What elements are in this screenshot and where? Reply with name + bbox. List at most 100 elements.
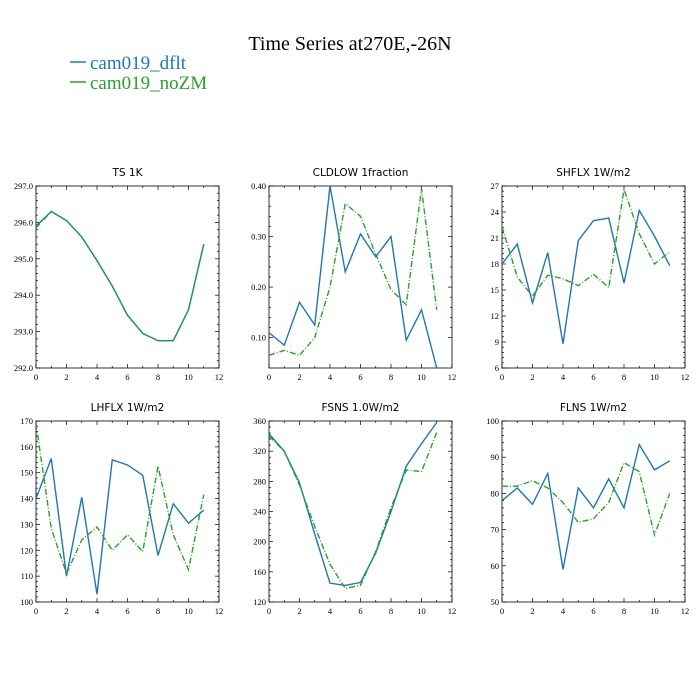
series-line-dflt [269, 422, 438, 587]
x-tick-label: 8 [156, 606, 160, 616]
y-tick-label: 0.40 [251, 181, 266, 191]
x-tick-label: 4 [561, 372, 566, 382]
x-tick-label: 0 [500, 606, 504, 616]
x-tick-label: 8 [389, 606, 393, 616]
x-tick-label: 10 [650, 606, 659, 616]
series-line-noZM [502, 461, 671, 538]
x-tick-label: 2 [530, 372, 534, 382]
axis-frame [501, 420, 686, 603]
y-tick-label: 70 [491, 525, 500, 535]
panel-title: CLDLOW 1fraction [313, 167, 409, 179]
y-tick-label: 292.0 [14, 363, 33, 373]
y-tick-label: 110 [21, 571, 33, 581]
y-tick-label: 120 [20, 545, 33, 555]
y-tick-label: 140 [20, 494, 33, 504]
panel-0: TS 1K 0 2 4 6 8 10 12 292.0 293.0 294.0 295.0 296.0 2… [14, 167, 223, 382]
x-tick-label: 4 [95, 606, 100, 616]
x-tick-label: 12 [681, 372, 690, 382]
y-tick-label: 24 [491, 207, 500, 217]
y-tick-label: 12 [491, 311, 500, 321]
y-tick-label: 240 [253, 507, 266, 517]
axis-frame [268, 420, 453, 603]
series-line-dflt [36, 458, 205, 595]
series-line-noZM [502, 189, 671, 298]
series-line-dflt [502, 208, 671, 344]
y-tick-label: 130 [20, 519, 33, 529]
x-tick-label: 10 [417, 372, 426, 382]
series-line-dflt [502, 442, 671, 570]
x-tick-label: 2 [297, 606, 301, 616]
x-tick-label: 4 [95, 372, 100, 382]
panel-3: LHFLX 1W/m2 0 2 4 6 8 10 12 100 110 120 130 140 150 16… [20, 402, 223, 616]
series-line-noZM [269, 188, 438, 357]
y-tick-label: 100 [486, 416, 499, 426]
y-tick-label: 6 [495, 363, 499, 373]
x-tick-label: 2 [64, 372, 68, 382]
x-tick-label: 10 [650, 372, 659, 382]
panel-title: FLNS 1W/m2 [560, 402, 627, 414]
x-tick-label: 0 [267, 372, 271, 382]
x-tick-label: 2 [64, 606, 68, 616]
y-tick-label: 293.0 [14, 327, 33, 337]
x-tick-label: 12 [681, 606, 690, 616]
x-tick-label: 2 [530, 606, 534, 616]
panel-title: LHFLX 1W/m2 [91, 402, 165, 414]
x-tick-label: 12 [215, 372, 224, 382]
x-tick-label: 8 [622, 606, 626, 616]
axis-frame [35, 420, 220, 603]
panel-5: FLNS 1W/m2 0 2 4 6 8 10 12 50 60 70 80 90 100 [486, 402, 689, 616]
series-line-dflt [269, 186, 438, 368]
y-tick-label: 150 [20, 468, 33, 478]
y-tick-label: 320 [253, 446, 266, 456]
x-tick-label: 0 [34, 606, 38, 616]
y-tick-label: 27 [491, 181, 500, 191]
axis-frame [35, 185, 220, 369]
x-tick-label: 4 [328, 372, 333, 382]
series-line-noZM [36, 210, 205, 342]
y-tick-label: 297.0 [14, 181, 33, 191]
panel-title: SHFLX 1W/m2 [556, 167, 631, 179]
x-tick-label: 12 [448, 606, 457, 616]
x-tick-label: 0 [267, 606, 271, 616]
x-tick-label: 0 [34, 372, 38, 382]
x-tick-label: 12 [215, 606, 224, 616]
x-tick-label: 2 [297, 372, 301, 382]
y-tick-label: 0.10 [251, 333, 266, 343]
y-tick-label: 90 [491, 452, 500, 462]
x-tick-label: 4 [561, 606, 566, 616]
y-tick-label: 200 [253, 537, 266, 547]
x-tick-label: 6 [358, 606, 362, 616]
x-tick-label: 12 [448, 372, 457, 382]
y-tick-label: 295.0 [14, 254, 33, 264]
y-tick-label: 294.0 [14, 290, 33, 300]
x-tick-label: 0 [500, 372, 504, 382]
series-line-noZM [269, 432, 438, 590]
legend-label-dflt: cam019_dflt [90, 53, 187, 74]
y-tick-label: 9 [495, 337, 499, 347]
y-tick-label: 296.0 [14, 217, 33, 227]
legend-label-noZM: cam019_noZM [90, 73, 207, 94]
x-tick-label: 6 [125, 606, 129, 616]
series-line-noZM [36, 423, 205, 576]
y-tick-label: 18 [491, 259, 500, 269]
x-tick-label: 6 [358, 372, 362, 382]
x-tick-label: 8 [622, 372, 626, 382]
y-tick-label: 80 [491, 488, 500, 498]
figure-title: Time Series at270E,-26N [248, 33, 451, 55]
panel-title: TS 1K [112, 167, 144, 179]
y-tick-label: 360 [253, 416, 266, 426]
x-tick-label: 6 [591, 606, 595, 616]
y-tick-label: 160 [20, 442, 33, 452]
x-tick-label: 4 [328, 606, 333, 616]
y-tick-label: 280 [253, 476, 266, 486]
y-tick-label: 15 [491, 285, 500, 295]
y-tick-label: 60 [491, 561, 500, 571]
y-tick-label: 160 [253, 567, 266, 577]
y-tick-label: 120 [253, 597, 266, 607]
y-tick-label: 21 [491, 233, 500, 243]
x-tick-label: 6 [125, 372, 129, 382]
y-tick-label: 170 [20, 416, 33, 426]
y-tick-label: 100 [20, 597, 33, 607]
x-tick-label: 10 [184, 372, 193, 382]
